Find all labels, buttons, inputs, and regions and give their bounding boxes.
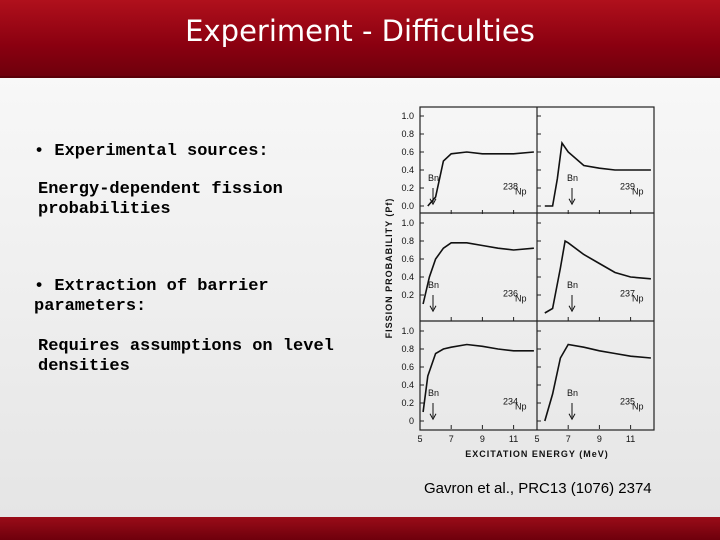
isotope-mass: 235 (620, 397, 635, 407)
y-tick-label: 1.0 (401, 111, 414, 121)
y-tick-label: 0.8 (401, 344, 414, 354)
y-tick-label: 0.2 (401, 398, 414, 408)
y-tick-label: 0.4 (401, 380, 414, 390)
isotope-mass: 239 (620, 182, 635, 192)
y-tick-label: 0.4 (401, 272, 414, 282)
isotope-element: Np (632, 294, 644, 304)
citation: Gavron et al., PRC13 (1076) 2374 (424, 480, 652, 497)
isotope-element: Np (515, 187, 527, 197)
x-axis-label: EXCITATION ENERGY (MeV) (465, 449, 609, 459)
threshold-label: Bn (428, 280, 439, 290)
y-tick-label: 0.8 (401, 236, 414, 246)
x-tick-label: 11 (509, 434, 518, 444)
y-tick-label: 0.6 (401, 362, 414, 372)
footer-bar (0, 517, 720, 540)
y-tick-label: 0.8 (401, 129, 414, 139)
curve (544, 239, 651, 314)
arrow-head (429, 198, 437, 206)
y-tick-label: 0.6 (401, 254, 414, 264)
arrow-head (429, 305, 437, 313)
y-tick-label: 0.6 (401, 147, 414, 157)
y-tick-label: 1.0 (401, 326, 414, 336)
isotope-element: Np (515, 294, 527, 304)
y-tick-label: 0.4 (401, 165, 414, 175)
y-tick-label: 0.2 (401, 290, 414, 300)
isotope-mass: 236 (503, 289, 518, 299)
bullet: • Extraction of barrier parameters: (34, 277, 269, 316)
curve (427, 151, 534, 207)
x-tick-label: 9 (597, 434, 602, 444)
x-tick-label: 7 (566, 434, 571, 444)
x-tick-label: 9 (480, 434, 485, 444)
curve (422, 343, 534, 413)
curve (544, 140, 651, 207)
x-tick-label: 11 (626, 434, 635, 444)
curve (422, 242, 534, 305)
arrow-head (429, 413, 437, 421)
y-tick-label: 0.2 (401, 183, 414, 193)
y-axis-label: FISSION PROBABILITY (Pf) (384, 198, 394, 339)
threshold-label: Bn (567, 280, 578, 290)
x-tick-label: 5 (534, 434, 539, 444)
bullet: • Experimental sources: (34, 142, 269, 161)
threshold-label: Bn (428, 388, 439, 398)
isotope-mass: 234 (503, 397, 518, 407)
header-bar (0, 0, 720, 78)
isotope-element: Np (632, 187, 644, 197)
y-tick-label: 1.0 (401, 218, 414, 228)
text: Requires assumptions on level densities (38, 337, 334, 376)
arrow-head (568, 305, 576, 313)
isotope-element: Np (632, 402, 644, 412)
arrow-head (568, 413, 576, 421)
isotope-mass: 237 (620, 289, 635, 299)
arrow-head (568, 198, 576, 206)
threshold-label: Bn (567, 388, 578, 398)
y-tick-label: 0 (409, 416, 414, 426)
y-tick-label: 0.0 (401, 201, 414, 211)
threshold-label: Bn (428, 173, 439, 183)
x-tick-label: 5 (417, 434, 422, 444)
text: Energy-dependent fission probabilities (38, 180, 283, 219)
isotope-element: Np (515, 402, 527, 412)
slide-title: Experiment - Difficulties (185, 14, 535, 48)
isotope-mass: 238 (503, 182, 518, 192)
curve (544, 343, 651, 422)
x-tick-label: 7 (449, 434, 454, 444)
threshold-label: Bn (567, 173, 578, 183)
